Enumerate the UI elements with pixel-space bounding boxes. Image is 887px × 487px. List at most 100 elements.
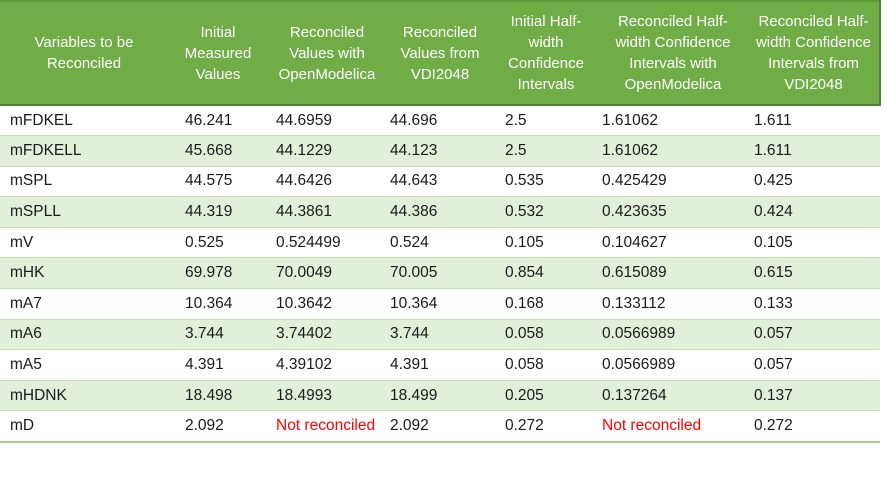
cell-initial-measured: 0.525 bbox=[168, 227, 268, 259]
cell-reconciled-vdi: 10.364 bbox=[386, 288, 494, 320]
cell-initial-halfwidth: 0.205 bbox=[494, 380, 598, 412]
cell-initial-halfwidth: 0.532 bbox=[494, 196, 598, 228]
cell-reconciled-vdi: 44.643 bbox=[386, 166, 494, 198]
cell-reconciled-vdi: 70.005 bbox=[386, 257, 494, 290]
cell-halfwidth-vdi: 0.424 bbox=[748, 196, 880, 228]
cell-halfwidth-vdi: 0.137 bbox=[748, 380, 880, 412]
cell-reconciled-vdi: 4.391 bbox=[386, 349, 494, 381]
col-header-reconciled-om: Reconciled Values with OpenModelica bbox=[268, 0, 386, 106]
cell-reconciled-vdi: 2.092 bbox=[386, 410, 494, 443]
cell-initial-measured: 4.391 bbox=[168, 349, 268, 381]
cell-initial-halfwidth: 0.272 bbox=[494, 410, 598, 443]
cell-halfwidth-om: 0.0566989 bbox=[598, 349, 748, 381]
col-header-initial-halfwidth: Initial Half-width Confidence Intervals bbox=[494, 0, 598, 106]
cell-halfwidth-vdi: 0.057 bbox=[748, 319, 880, 351]
cell-reconciled-vdi: 44.123 bbox=[386, 135, 494, 167]
cell-initial-halfwidth: 0.058 bbox=[494, 319, 598, 351]
col-header-halfwidth-om: Reconciled Half-width Confidence Interva… bbox=[598, 0, 748, 106]
cell-halfwidth-om: 0.0566989 bbox=[598, 319, 748, 351]
cell-halfwidth-vdi: 1.611 bbox=[748, 105, 880, 137]
cell-initial-measured: 18.498 bbox=[168, 380, 268, 412]
cell-halfwidth-vdi: 0.425 bbox=[748, 166, 880, 198]
cell-variable-name: mHK bbox=[0, 257, 168, 290]
cell-halfwidth-om: 0.133112 bbox=[598, 288, 748, 320]
table-row: mHK 69.978 70.0049 70.005 0.854 0.615089… bbox=[0, 257, 880, 290]
cell-variable-name: mSPL bbox=[0, 166, 168, 198]
cell-reconciled-om: 0.524499 bbox=[268, 227, 386, 259]
cell-initial-measured: 45.668 bbox=[168, 135, 268, 167]
cell-reconciled-vdi: 0.524 bbox=[386, 227, 494, 259]
cell-reconciled-om: 3.74402 bbox=[268, 319, 386, 351]
table-row: mSPL 44.575 44.6426 44.643 0.535 0.42542… bbox=[0, 166, 880, 198]
cell-reconciled-om: 44.1229 bbox=[268, 135, 386, 167]
col-header-initial-measured: Initial Measured Values bbox=[168, 0, 268, 106]
cell-initial-halfwidth: 0.854 bbox=[494, 257, 598, 290]
cell-halfwidth-om: Not reconciled bbox=[598, 410, 748, 443]
cell-reconciled-vdi: 44.696 bbox=[386, 105, 494, 137]
cell-halfwidth-vdi: 0.057 bbox=[748, 349, 880, 381]
table-row: mA6 3.744 3.74402 3.744 0.058 0.0566989 … bbox=[0, 319, 880, 351]
cell-halfwidth-om: 0.615089 bbox=[598, 257, 748, 290]
cell-reconciled-om: 44.3861 bbox=[268, 196, 386, 228]
cell-reconciled-om: 4.39102 bbox=[268, 349, 386, 381]
cell-initial-measured: 44.575 bbox=[168, 166, 268, 198]
cell-initial-measured: 46.241 bbox=[168, 105, 268, 137]
cell-initial-measured: 10.364 bbox=[168, 288, 268, 320]
table-row: mD 2.092 Not reconciled 2.092 0.272 Not … bbox=[0, 410, 880, 443]
cell-variable-name: mSPLL bbox=[0, 196, 168, 228]
cell-initial-halfwidth: 0.105 bbox=[494, 227, 598, 259]
cell-halfwidth-om: 0.137264 bbox=[598, 380, 748, 412]
col-header-halfwidth-vdi: Reconciled Half-width Confidence Interva… bbox=[748, 0, 881, 106]
cell-halfwidth-om: 0.423635 bbox=[598, 196, 748, 228]
table-row: mA7 10.364 10.3642 10.364 0.168 0.133112… bbox=[0, 288, 880, 320]
col-header-reconciled-vdi: Reconciled Values from VDI2048 bbox=[386, 0, 494, 106]
cell-variable-name: mA6 bbox=[0, 319, 168, 351]
cell-reconciled-om: 44.6959 bbox=[268, 105, 386, 137]
table-body: mFDKEL 46.241 44.6959 44.696 2.5 1.61062… bbox=[0, 105, 880, 443]
cell-initial-halfwidth: 2.5 bbox=[494, 135, 598, 167]
cell-halfwidth-vdi: 1.611 bbox=[748, 135, 880, 167]
table-row: mSPLL 44.319 44.3861 44.386 0.532 0.4236… bbox=[0, 196, 880, 228]
cell-variable-name: mHDNK bbox=[0, 380, 168, 412]
cell-halfwidth-vdi: 0.105 bbox=[748, 227, 880, 259]
cell-variable-name: mA5 bbox=[0, 349, 168, 381]
cell-variable-name: mV bbox=[0, 227, 168, 259]
cell-variable-name: mD bbox=[0, 410, 168, 443]
cell-reconciled-om: 44.6426 bbox=[268, 166, 386, 198]
cell-halfwidth-vdi: 0.272 bbox=[748, 410, 880, 443]
table-row: mHDNK 18.498 18.4993 18.499 0.205 0.1372… bbox=[0, 380, 880, 412]
cell-initial-measured: 44.319 bbox=[168, 196, 268, 228]
cell-variable-name: mA7 bbox=[0, 288, 168, 320]
cell-variable-name: mFDKELL bbox=[0, 135, 168, 167]
cell-initial-halfwidth: 2.5 bbox=[494, 105, 598, 137]
cell-initial-measured: 3.744 bbox=[168, 319, 268, 351]
cell-halfwidth-om: 1.61062 bbox=[598, 105, 748, 137]
cell-initial-halfwidth: 0.535 bbox=[494, 166, 598, 198]
cell-halfwidth-vdi: 0.615 bbox=[748, 257, 880, 290]
cell-reconciled-om: 18.4993 bbox=[268, 380, 386, 412]
cell-reconciled-om: Not reconciled bbox=[268, 410, 386, 443]
table-row: mFDKEL 46.241 44.6959 44.696 2.5 1.61062… bbox=[0, 105, 880, 137]
table-row: mFDKELL 45.668 44.1229 44.123 2.5 1.6106… bbox=[0, 135, 880, 167]
cell-reconciled-vdi: 18.499 bbox=[386, 380, 494, 412]
reconciliation-table: Variables to be Reconciled Initial Measu… bbox=[0, 0, 881, 443]
header-row: Variables to be Reconciled Initial Measu… bbox=[0, 0, 881, 106]
cell-reconciled-om: 70.0049 bbox=[268, 257, 386, 290]
cell-halfwidth-om: 0.104627 bbox=[598, 227, 748, 259]
cell-reconciled-vdi: 44.386 bbox=[386, 196, 494, 228]
table-header: Variables to be Reconciled Initial Measu… bbox=[0, 0, 881, 106]
table-row: mV 0.525 0.524499 0.524 0.105 0.104627 0… bbox=[0, 227, 880, 259]
cell-halfwidth-om: 0.425429 bbox=[598, 166, 748, 198]
cell-initial-halfwidth: 0.168 bbox=[494, 288, 598, 320]
cell-reconciled-vdi: 3.744 bbox=[386, 319, 494, 351]
col-header-variables: Variables to be Reconciled bbox=[0, 0, 168, 106]
cell-reconciled-om: 10.3642 bbox=[268, 288, 386, 320]
cell-initial-measured: 2.092 bbox=[168, 410, 268, 443]
cell-variable-name: mFDKEL bbox=[0, 105, 168, 137]
table-row: mA5 4.391 4.39102 4.391 0.058 0.0566989 … bbox=[0, 349, 880, 381]
cell-halfwidth-om: 1.61062 bbox=[598, 135, 748, 167]
cell-initial-measured: 69.978 bbox=[168, 257, 268, 290]
cell-initial-halfwidth: 0.058 bbox=[494, 349, 598, 381]
cell-halfwidth-vdi: 0.133 bbox=[748, 288, 880, 320]
